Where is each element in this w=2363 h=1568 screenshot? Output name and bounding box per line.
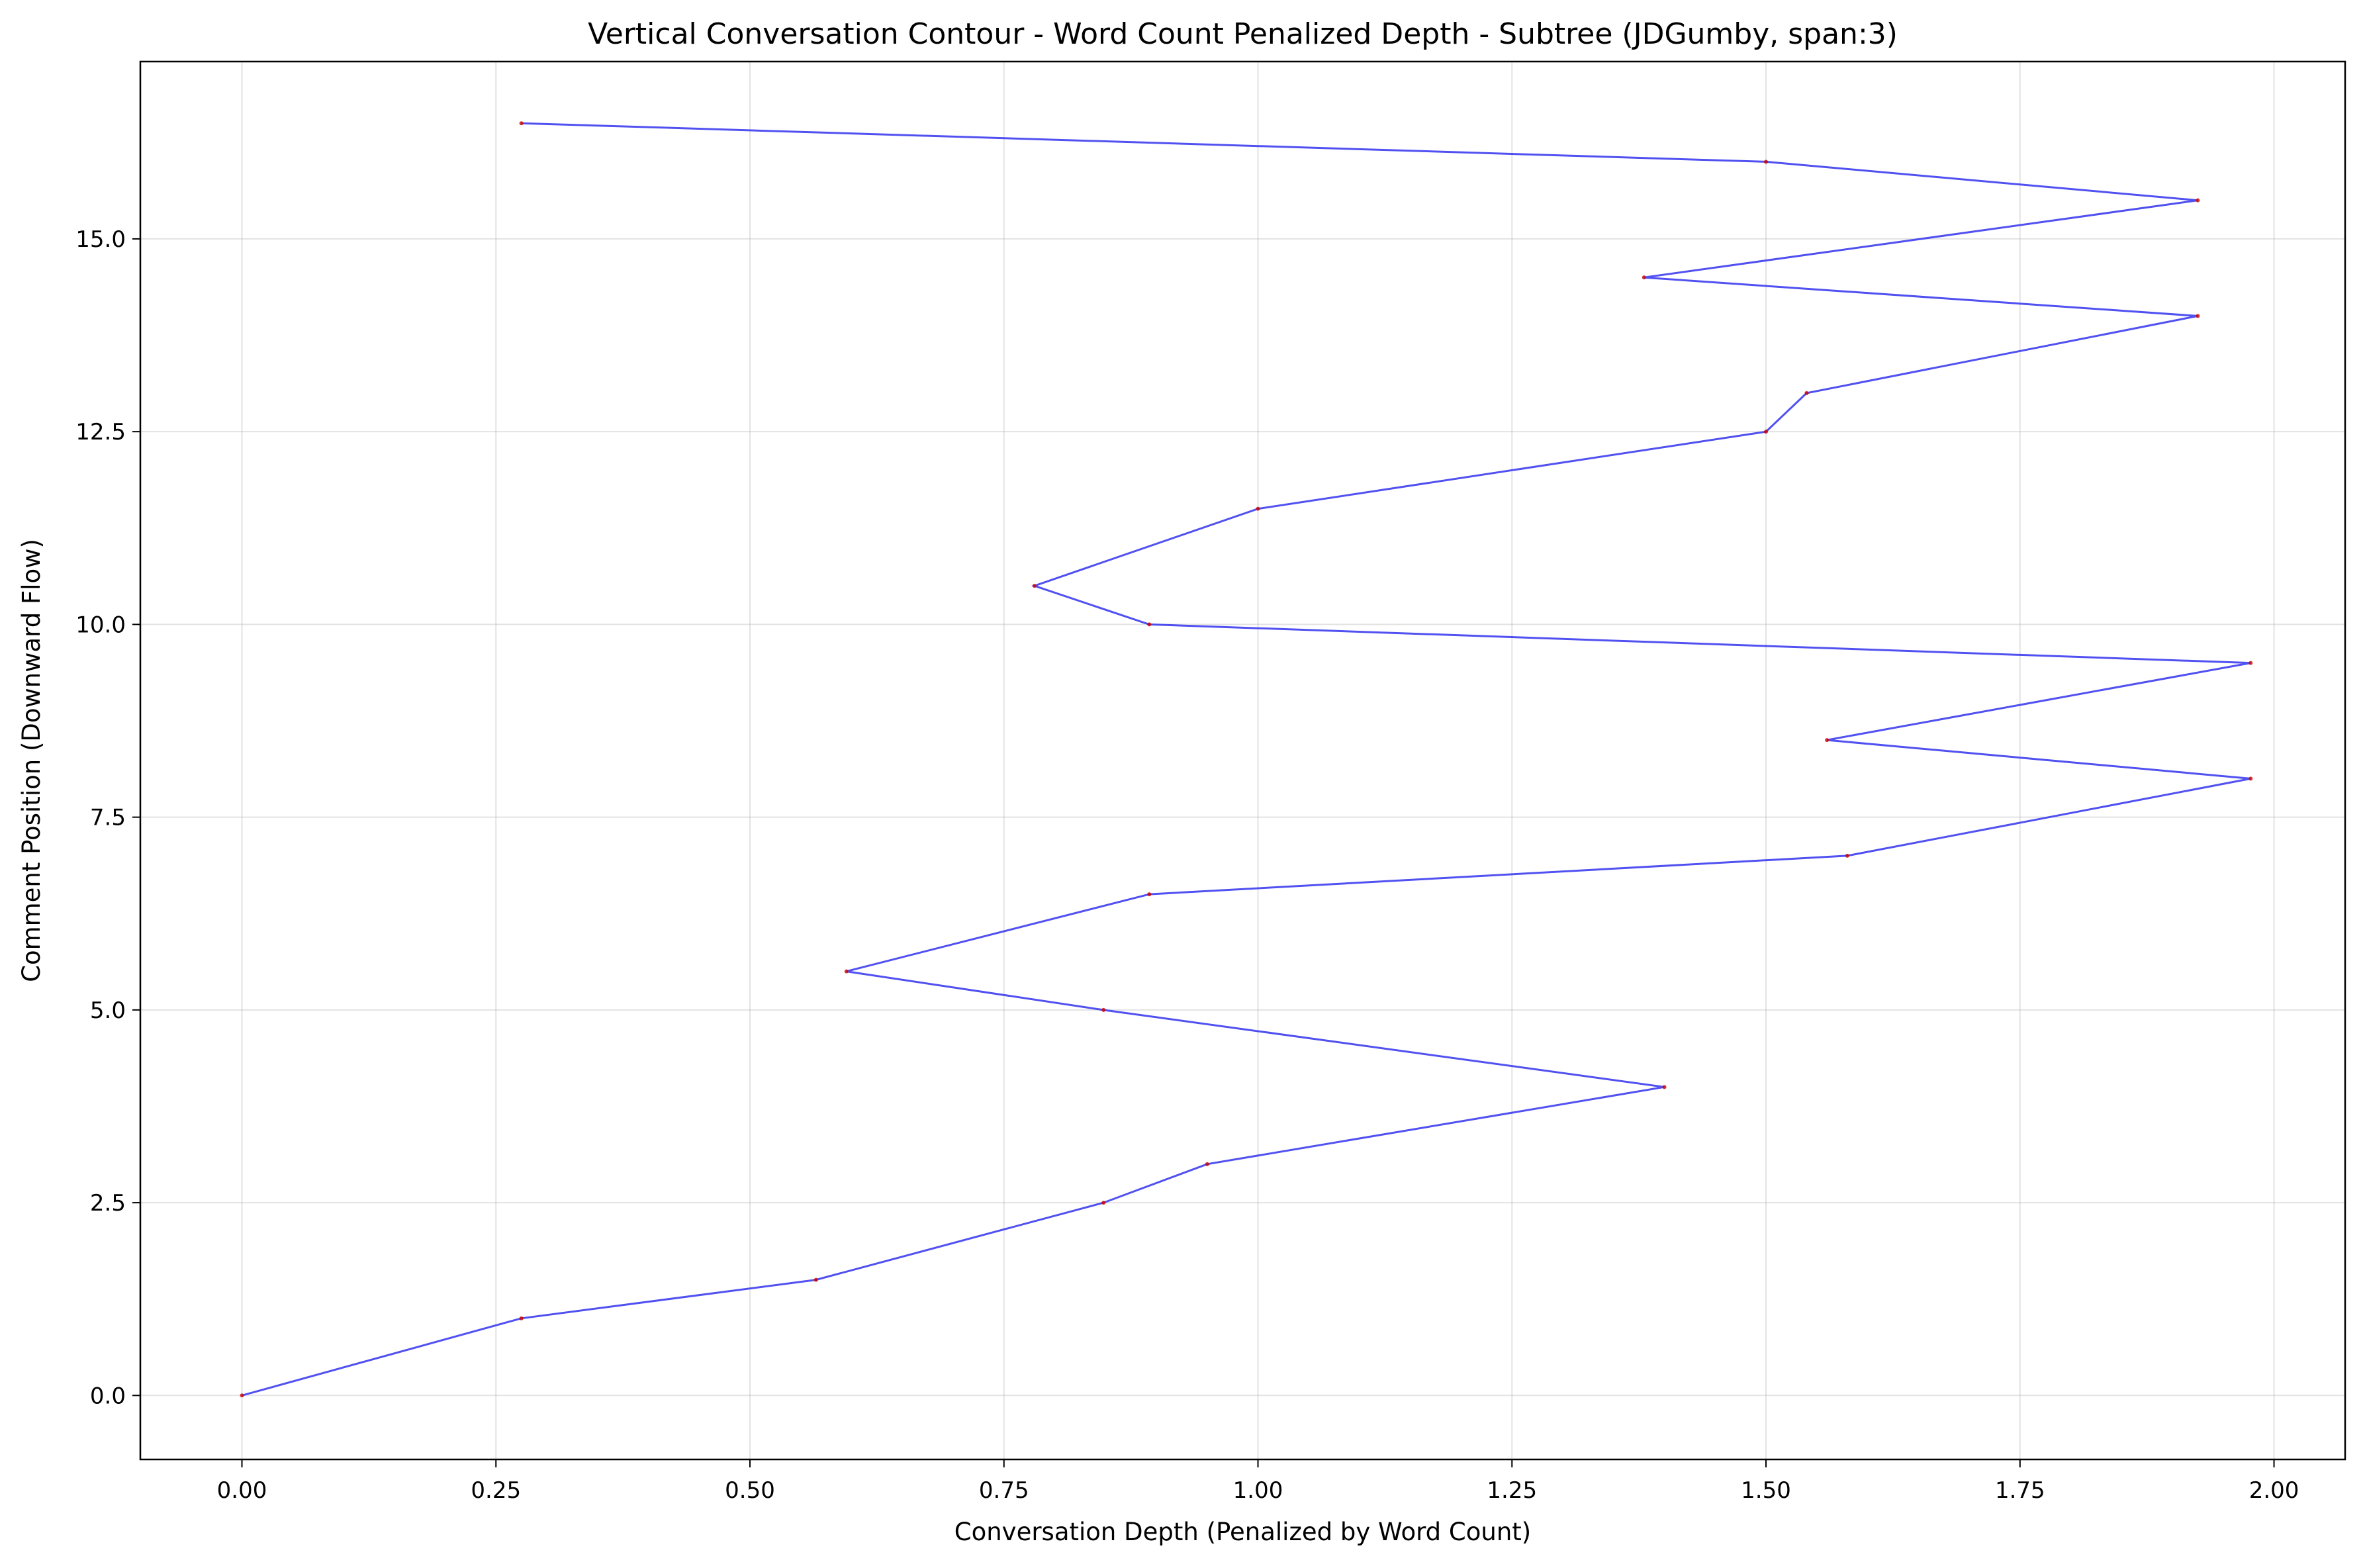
y-tick-label: 12.5 <box>75 419 126 445</box>
data-point <box>2248 776 2253 781</box>
data-point <box>1764 430 1769 434</box>
data-point <box>519 121 524 126</box>
data-point <box>2248 661 2253 665</box>
data-point <box>2196 198 2200 203</box>
data-point <box>1032 584 1037 588</box>
data-point <box>1147 892 1152 897</box>
data-point <box>813 1277 818 1282</box>
plot-frame <box>139 60 2346 1461</box>
x-tick-label: 1.00 <box>1233 1477 1283 1504</box>
y-tick-label: 5.0 <box>90 997 126 1024</box>
x-tick-label: 0.00 <box>217 1477 267 1504</box>
y-tick-label: 15.0 <box>75 226 126 253</box>
data-point <box>1147 622 1152 627</box>
data-point <box>1662 1085 1667 1089</box>
y-tick-label: 7.5 <box>90 805 126 831</box>
data-point <box>1642 275 1646 280</box>
data-point <box>1101 1201 1106 1205</box>
data-point <box>1804 391 1809 395</box>
data-point <box>2196 314 2200 318</box>
data-point <box>1845 853 1849 858</box>
ticks: 0.00 0.25 0.50 0.75 1.00 1.25 1.50 1.75 2.00 0.0 2… <box>75 226 2299 1504</box>
data-point <box>1205 1162 1209 1166</box>
data-point <box>1764 160 1769 164</box>
x-tick-label: 0.25 <box>471 1477 521 1504</box>
x-axis-label: Conversation Depth (Penalized by Word Co… <box>954 1518 1531 1546</box>
x-tick-label: 0.50 <box>725 1477 775 1504</box>
data-point <box>844 969 849 974</box>
x-tick-label: 1.25 <box>1487 1477 1537 1504</box>
data-point <box>240 1393 244 1398</box>
data-point <box>1101 1007 1106 1012</box>
chart-title: Vertical Conversation Contour - Word Cou… <box>588 17 1898 51</box>
x-tick-label: 2.00 <box>2249 1477 2299 1504</box>
x-tick-label: 0.75 <box>979 1477 1029 1504</box>
grid <box>140 62 2345 1459</box>
y-tick-label: 10.0 <box>75 612 126 638</box>
data-point <box>1256 506 1260 511</box>
x-tick-label: 1.50 <box>1741 1477 1791 1504</box>
series-layer <box>240 121 2253 1398</box>
y-tick-label: 0.0 <box>90 1383 126 1409</box>
y-axis-label: Comment Position (Downward Flow) <box>17 539 46 982</box>
data-point <box>1825 738 1830 743</box>
data-point <box>519 1316 524 1320</box>
y-tick-label: 2.5 <box>90 1190 126 1217</box>
x-tick-label: 1.75 <box>1995 1477 2045 1504</box>
